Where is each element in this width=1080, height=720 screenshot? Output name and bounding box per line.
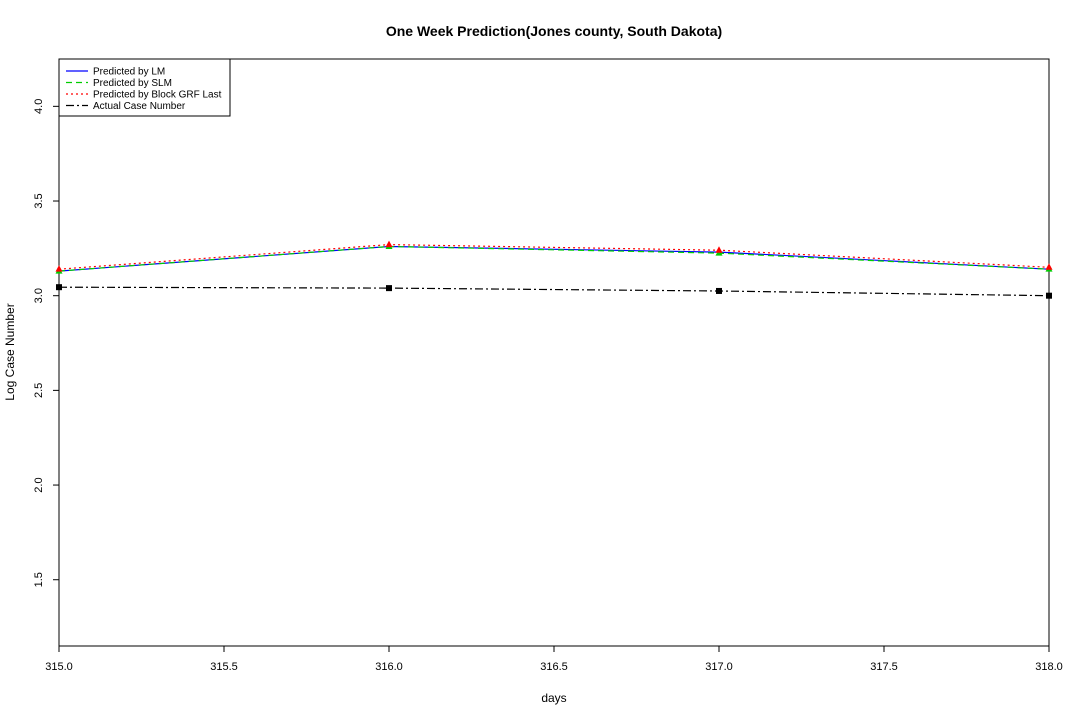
data-point	[55, 265, 63, 272]
data-point	[386, 285, 392, 292]
y-tick-label: 3.0	[33, 288, 45, 303]
x-tick-label: 317.5	[870, 661, 898, 673]
data-point	[56, 284, 62, 291]
y-tick-label: 2.5	[33, 383, 45, 398]
legend-label: Predicted by Block GRF Last	[93, 90, 222, 101]
x-axis-label: days	[541, 691, 566, 705]
x-tick-label: 317.0	[705, 661, 733, 673]
series-line-3	[58, 286, 1050, 297]
plot-frame	[58, 58, 1050, 647]
data-point	[715, 246, 723, 253]
legend-label: Actual Case Number	[93, 101, 186, 112]
marker-layer	[55, 240, 1053, 299]
series-line-1	[58, 245, 1050, 272]
x-tick-label: 316.5	[540, 661, 568, 673]
x-tick-label: 315.5	[210, 661, 238, 673]
data-point	[716, 287, 722, 294]
legend-label: Predicted by LM	[93, 67, 165, 78]
y-tick-label: 4.0	[33, 99, 45, 114]
y-axis-label: Log Case Number	[3, 303, 17, 400]
data-point	[1045, 263, 1053, 270]
y-tick-label: 2.0	[33, 477, 45, 492]
x-axis: 315.0 315.5 316.0 316.5 317.0 317.5 318.0	[45, 646, 1063, 673]
y-tick-label: 1.5	[33, 572, 45, 587]
data-point	[385, 240, 393, 248]
series-line-2	[58, 243, 1050, 270]
legend-label: Predicted by SLM	[93, 78, 172, 89]
chart-title: One Week Prediction(Jones county, South …	[386, 23, 722, 39]
y-axis: 1.5 2.0 2.5 3.0 3.5 4.0	[33, 99, 59, 587]
data-point	[1046, 292, 1052, 299]
legend-box	[58, 58, 231, 117]
x-tick-label: 318.0	[1035, 661, 1063, 673]
series-layer	[58, 243, 1050, 297]
x-tick-label: 315.0	[45, 661, 73, 673]
x-tick-label: 316.0	[375, 661, 403, 673]
y-tick-label: 3.5	[33, 193, 45, 208]
